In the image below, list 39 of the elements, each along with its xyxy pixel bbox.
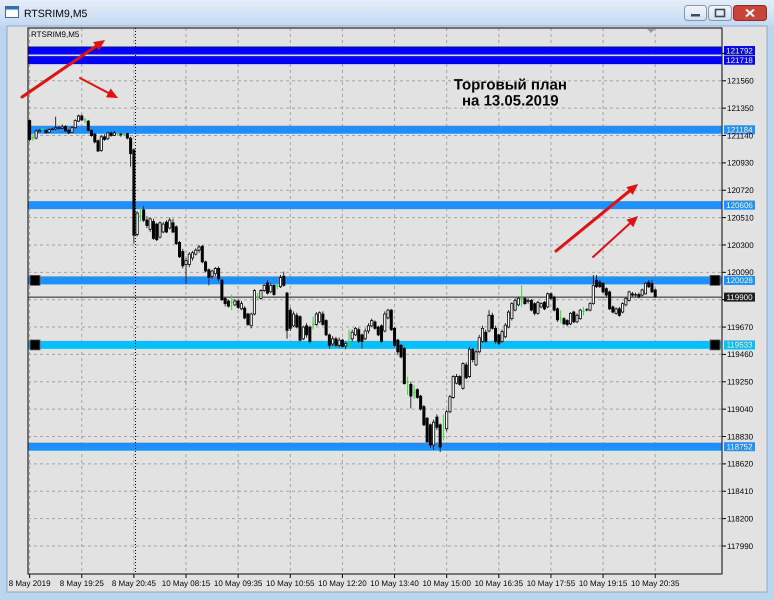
x-tick-label: 10 May 08:15	[162, 579, 211, 588]
x-tick-label: 8 May 2019	[8, 579, 52, 588]
ref-line-label: 119533	[726, 340, 754, 350]
y-tick-label: 120090	[727, 268, 754, 278]
x-tick-label: 10 May 12:20	[318, 579, 368, 588]
x-tick-label: 10 May 20:35	[630, 579, 680, 588]
y-tick-label: 121350	[727, 104, 754, 113]
chart-title: RTSRIM9,M5	[31, 30, 80, 39]
chart-title: RTSRIM9,M5	[24, 8, 88, 20]
y-tick-label: 120720	[727, 186, 754, 196]
x-tick-label: 10 May 19:15	[578, 579, 628, 588]
y-tick-label: 120300	[727, 240, 754, 250]
x-tick-label: 8 May 20:45	[112, 579, 156, 588]
y-tick-label: 117990	[727, 542, 754, 551]
x-tick-label: 10 May 13:40	[370, 579, 420, 588]
y-tick-label: 118410	[727, 487, 754, 496]
y-tick-label: 119670	[727, 322, 754, 332]
y-tick-label: 119040	[727, 404, 754, 414]
x-tick-label: 8 May 19:25	[60, 579, 104, 588]
y-tick-label: 119250	[727, 378, 754, 387]
y-tick-label: 120510	[727, 213, 754, 222]
y-tick-label: 118830	[727, 432, 754, 442]
ref-line-label: 120606	[726, 200, 754, 210]
x-tick-label: 10 May 10:55	[266, 579, 316, 588]
x-tick-label: 10 May 17:55	[526, 579, 576, 588]
y-tick-label: 118620	[727, 460, 754, 469]
y-tick-label: 121560	[727, 76, 754, 86]
ref-line-label: 118752	[726, 442, 754, 452]
x-tick-label: 10 May 15:00	[422, 579, 472, 588]
ref-line-label: 121718	[726, 56, 754, 65]
x-tick-label: 10 May 09:35	[214, 579, 263, 588]
ref-line-label: 119900	[726, 292, 754, 302]
ref-line-label: 121792	[726, 46, 754, 56]
y-tick-label: 119460	[727, 350, 754, 360]
x-tick-label: 10 May 16:35	[474, 579, 524, 588]
y-tick-label: 120930	[727, 158, 754, 168]
annotation: Торговый план на 13.05.2019	[454, 76, 567, 110]
ref-line-label: 120028	[726, 276, 754, 286]
y-tick-label: 118200	[727, 514, 754, 524]
